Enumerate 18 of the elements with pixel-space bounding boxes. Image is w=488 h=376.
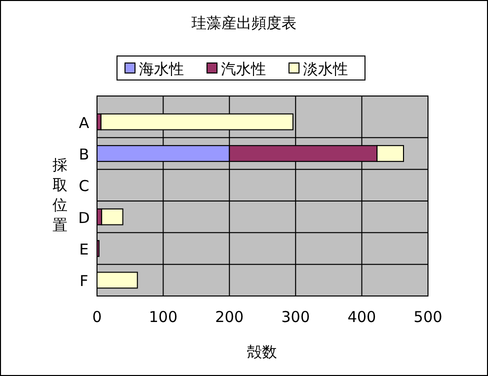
x-tick-label: 0 bbox=[92, 308, 102, 326]
y-tick-label: D bbox=[78, 208, 90, 227]
legend-label: 海水性 bbox=[139, 60, 184, 78]
y-axis-title: 採取位置 bbox=[52, 156, 68, 234]
x-tick-label: 100 bbox=[148, 308, 178, 326]
x-axis-title: 殻数 bbox=[247, 343, 277, 361]
x-tick-label: 400 bbox=[347, 308, 376, 326]
legend-label: 汽水性 bbox=[221, 60, 266, 78]
x-tick-label: 300 bbox=[281, 308, 310, 326]
x-tick-label: 200 bbox=[215, 308, 244, 326]
y-tick-label: C bbox=[78, 177, 90, 196]
y-tick-label: E bbox=[79, 240, 89, 258]
y-tick-label: B bbox=[78, 146, 90, 164]
y-tick-label: A bbox=[78, 114, 90, 132]
title: 珪藻産出頻度表 bbox=[192, 14, 296, 32]
legend-label: 淡水性 bbox=[303, 60, 348, 78]
x-tick-label: 500 bbox=[414, 308, 442, 326]
y-tick-label: F bbox=[80, 272, 88, 290]
